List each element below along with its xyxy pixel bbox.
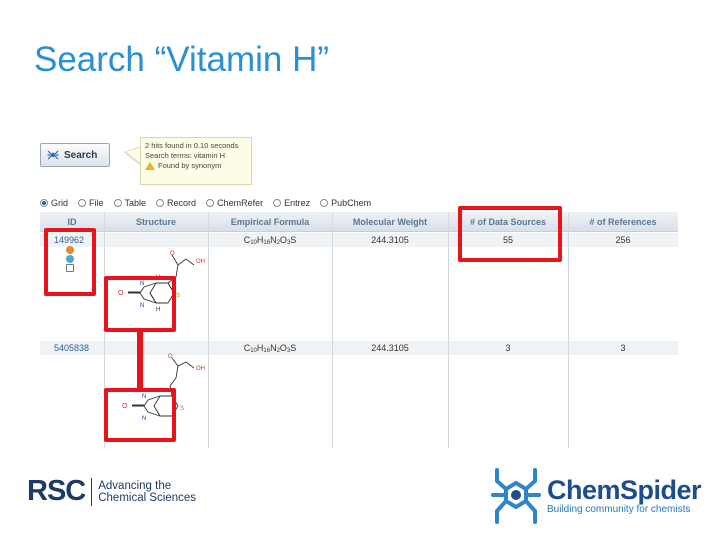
chemspider-brand: ChemSpider bbox=[547, 475, 702, 505]
chemspider-spider-icon bbox=[491, 468, 541, 524]
spider-icon bbox=[47, 149, 59, 161]
rsc-separator bbox=[91, 477, 93, 506]
radio-file[interactable] bbox=[78, 199, 87, 207]
row1-references: 256 bbox=[615, 235, 631, 245]
label-n: N bbox=[142, 416, 146, 422]
row2-data-sources: 3 bbox=[505, 343, 511, 353]
callout-terms-line: Search terms: vitamin H bbox=[145, 151, 226, 160]
label-oh: OH bbox=[196, 259, 205, 265]
grid-header: ID Structure Empirical Formula Molecular… bbox=[40, 212, 678, 232]
rsc-tagline-line1: Advancing the bbox=[98, 479, 172, 492]
radio-pubchem[interactable] bbox=[320, 199, 329, 207]
radio-grid[interactable] bbox=[40, 199, 48, 207]
header-structure[interactable]: Structure bbox=[135, 217, 176, 227]
label-n: N bbox=[140, 303, 144, 309]
row2-weight: 244.3105 bbox=[371, 343, 409, 353]
search-result-callout: 2 hits found in 0.10 seconds Search term… bbox=[140, 137, 252, 185]
highlight-structure-1 bbox=[104, 276, 176, 332]
chemspider-logo: ChemSpider Building community for chemis… bbox=[489, 465, 702, 527]
slide-title: Search “Vitamin H” bbox=[34, 40, 330, 79]
warning-icon bbox=[145, 162, 155, 170]
search-button-label: Search bbox=[64, 149, 98, 161]
view-option-entrez[interactable]: Entrez bbox=[273, 198, 310, 208]
view-option-table[interactable]: Table bbox=[113, 198, 147, 208]
header-weight[interactable]: Molecular Weight bbox=[352, 217, 428, 227]
column-divider bbox=[568, 212, 569, 448]
row1-structure-image[interactable]: OH O O N N H H S bbox=[110, 245, 206, 327]
label-n: N bbox=[142, 394, 146, 400]
source-badge-icon[interactable] bbox=[66, 246, 74, 254]
column-divider bbox=[332, 212, 333, 448]
row1-formula: C10H16N2O3S bbox=[243, 235, 297, 246]
search-button[interactable]: Search bbox=[40, 143, 110, 167]
label-n: N bbox=[140, 281, 144, 287]
row2-id-link[interactable]: 5405838 bbox=[54, 343, 90, 353]
view-option-file[interactable]: File bbox=[78, 198, 104, 208]
radio-record[interactable] bbox=[156, 199, 165, 207]
row-band-1 bbox=[40, 233, 678, 247]
row1-weight: 244.3105 bbox=[371, 235, 409, 245]
callout-hits-line: 2 hits found in 0.10 seconds bbox=[145, 141, 239, 150]
view-option-grid[interactable]: Grid bbox=[40, 198, 68, 208]
label-o: O bbox=[122, 403, 128, 410]
radio-entrez[interactable] bbox=[273, 199, 282, 207]
highlight-connector bbox=[137, 328, 143, 392]
header-id[interactable]: ID bbox=[67, 217, 77, 227]
row1-data-sources: 55 bbox=[502, 235, 513, 245]
label-oh: OH bbox=[196, 366, 205, 372]
label-o: O bbox=[168, 354, 173, 360]
rsc-tagline: Advancing the Chemical Sciences bbox=[98, 480, 196, 504]
column-divider bbox=[448, 212, 449, 448]
view-option-record[interactable]: Record bbox=[156, 198, 196, 208]
highlight-id-icons bbox=[44, 228, 96, 296]
view-label-entrez: Entrez bbox=[284, 198, 311, 208]
header-formula[interactable]: Empirical Formula bbox=[230, 217, 310, 227]
label-o: O bbox=[170, 251, 175, 257]
wikipedia-icon[interactable] bbox=[66, 264, 74, 272]
label-h: H bbox=[156, 307, 160, 313]
view-option-chemrefer[interactable]: ChemRefer bbox=[206, 198, 263, 208]
view-label-file: File bbox=[89, 198, 104, 208]
label-s: S bbox=[180, 406, 184, 412]
row2-structure-image[interactable]: OH O O N N S bbox=[110, 350, 206, 438]
row-band-2 bbox=[40, 341, 678, 355]
rsc-tagline-line2: Chemical Sciences bbox=[98, 491, 197, 504]
view-options: Grid File Table Record ChemRefer Entrez … bbox=[40, 197, 381, 209]
radio-table[interactable] bbox=[113, 199, 122, 207]
row2-references: 3 bbox=[620, 343, 626, 353]
rsc-mark: RSC bbox=[27, 475, 86, 507]
label-s: S bbox=[176, 293, 180, 299]
view-label-record: Record bbox=[167, 198, 197, 208]
header-data-sources[interactable]: # of Data Sources bbox=[469, 217, 547, 227]
view-label-grid: Grid bbox=[51, 198, 69, 208]
view-option-pubchem[interactable]: PubChem bbox=[320, 198, 371, 208]
label-o: O bbox=[118, 290, 124, 297]
callout-synonym-line: Found by synonym bbox=[158, 161, 222, 170]
view-label-chemrefer: ChemRefer bbox=[217, 198, 264, 208]
row1-id-link[interactable]: 149962 bbox=[54, 235, 85, 245]
chemspider-tagline: Building community for chemists bbox=[547, 504, 691, 515]
callout-pointer-fill bbox=[126, 147, 141, 164]
highlight-data-sources bbox=[458, 206, 562, 262]
row1-source-icons bbox=[66, 246, 78, 273]
view-label-pubchem: PubChem bbox=[331, 198, 372, 208]
source-globe-icon[interactable] bbox=[66, 255, 74, 263]
header-references[interactable]: # of References bbox=[589, 217, 657, 227]
row2-formula: C10H16N2O3S bbox=[243, 343, 297, 354]
rsc-logo: RSC Advancing the Chemical Sciences bbox=[27, 475, 196, 508]
radio-chemrefer[interactable] bbox=[206, 199, 215, 207]
view-label-table: Table bbox=[124, 198, 147, 208]
column-divider bbox=[208, 212, 209, 448]
highlight-structure-2 bbox=[104, 388, 176, 442]
